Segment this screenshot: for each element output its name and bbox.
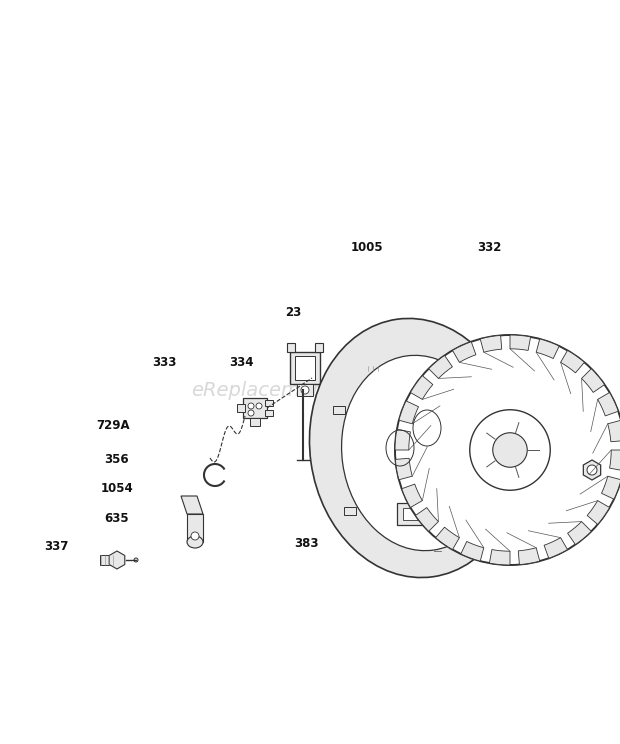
Circle shape — [491, 525, 499, 533]
Circle shape — [493, 433, 527, 467]
Bar — [344, 507, 356, 515]
Bar — [403, 508, 427, 520]
Polygon shape — [489, 550, 510, 565]
Ellipse shape — [309, 318, 521, 577]
Bar — [474, 381, 485, 389]
Polygon shape — [601, 476, 620, 499]
Text: eReplacementParts.com: eReplacementParts.com — [191, 380, 429, 400]
Bar — [290, 352, 320, 384]
Text: 1054: 1054 — [101, 482, 134, 496]
Circle shape — [248, 403, 254, 409]
Polygon shape — [560, 350, 585, 373]
Polygon shape — [396, 458, 412, 480]
Text: 635: 635 — [104, 512, 129, 525]
Polygon shape — [428, 356, 453, 379]
Bar — [265, 410, 273, 416]
Polygon shape — [427, 525, 497, 554]
Polygon shape — [399, 401, 419, 424]
Polygon shape — [582, 369, 604, 392]
Polygon shape — [518, 548, 540, 565]
Text: 337: 337 — [45, 540, 69, 554]
Ellipse shape — [187, 536, 203, 548]
Bar — [333, 405, 345, 414]
Circle shape — [134, 558, 138, 562]
Text: 1005: 1005 — [350, 241, 383, 254]
Circle shape — [395, 335, 620, 565]
Circle shape — [301, 386, 309, 394]
Polygon shape — [315, 343, 323, 352]
Polygon shape — [415, 507, 438, 531]
Polygon shape — [181, 496, 203, 514]
Bar — [397, 503, 433, 525]
Polygon shape — [567, 522, 591, 545]
Circle shape — [470, 410, 551, 490]
Text: 332: 332 — [477, 241, 502, 254]
Text: 356: 356 — [104, 452, 129, 466]
Circle shape — [395, 443, 405, 453]
Text: 383: 383 — [294, 536, 319, 550]
Bar — [250, 418, 260, 426]
Circle shape — [422, 423, 432, 433]
Bar — [237, 404, 245, 412]
Bar — [243, 398, 267, 418]
Bar — [485, 482, 497, 490]
Polygon shape — [109, 551, 125, 569]
Circle shape — [425, 547, 433, 555]
Ellipse shape — [342, 356, 498, 551]
Polygon shape — [402, 484, 422, 507]
Polygon shape — [608, 420, 620, 442]
Polygon shape — [587, 501, 609, 525]
Circle shape — [419, 389, 427, 397]
Bar — [365, 365, 383, 371]
Polygon shape — [436, 527, 459, 550]
Polygon shape — [609, 450, 620, 471]
Polygon shape — [583, 460, 601, 480]
Polygon shape — [461, 542, 484, 561]
Bar — [295, 356, 315, 380]
Polygon shape — [536, 339, 559, 359]
Circle shape — [248, 410, 254, 416]
Bar — [265, 400, 273, 406]
Bar — [100, 555, 116, 565]
Circle shape — [424, 397, 436, 409]
Polygon shape — [453, 341, 476, 362]
Polygon shape — [598, 393, 618, 416]
Bar — [297, 384, 313, 396]
Polygon shape — [395, 429, 410, 450]
Text: 333: 333 — [152, 356, 176, 369]
Polygon shape — [510, 335, 531, 350]
Polygon shape — [351, 362, 365, 374]
Polygon shape — [287, 343, 295, 352]
Bar — [187, 514, 203, 542]
Polygon shape — [480, 336, 502, 352]
Text: 23: 23 — [285, 306, 301, 319]
Polygon shape — [544, 538, 567, 558]
Circle shape — [256, 403, 262, 409]
Circle shape — [191, 532, 199, 540]
Text: 729A: 729A — [96, 419, 130, 432]
Text: 334: 334 — [229, 356, 254, 369]
Circle shape — [587, 465, 597, 475]
Polygon shape — [410, 376, 433, 400]
